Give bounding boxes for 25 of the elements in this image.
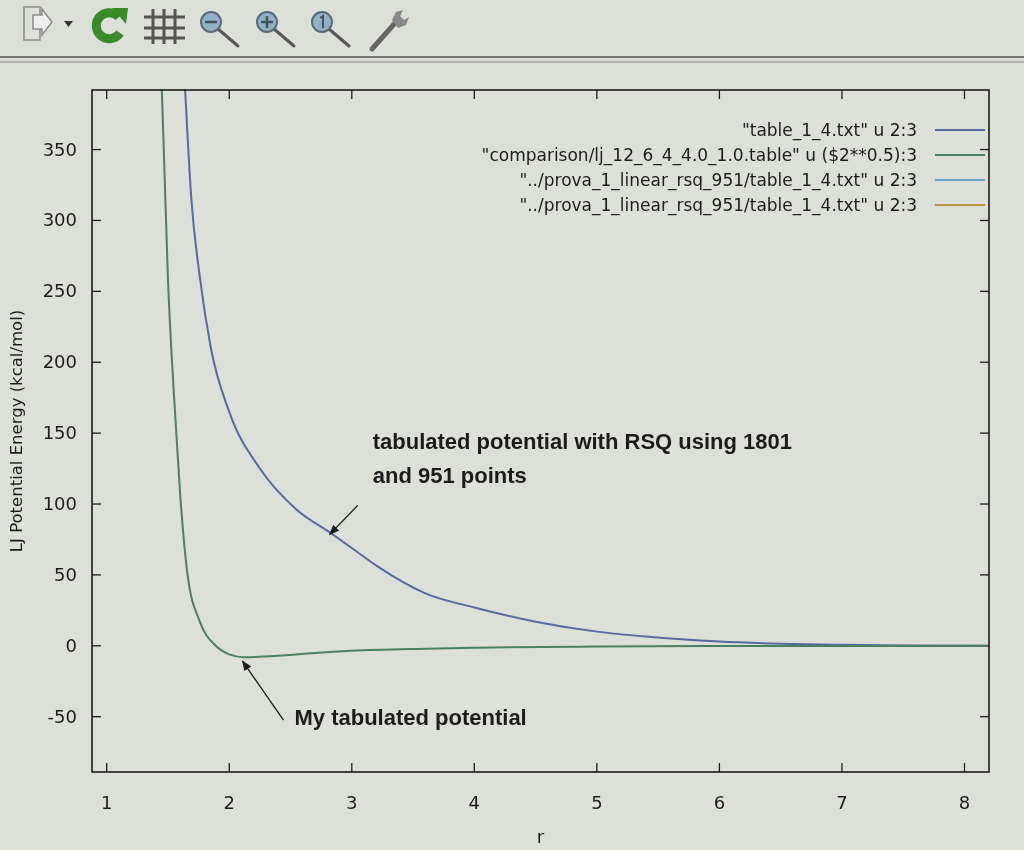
x-tick-label: 3	[346, 792, 358, 813]
x-tick-label: 7	[836, 792, 848, 813]
x-tick-label: 6	[713, 792, 726, 813]
y-tick-label: -50	[47, 705, 77, 727]
x-tick-label: 2	[223, 792, 235, 813]
y-tick-label: 350	[42, 138, 77, 160]
y-tick-label: 200	[42, 351, 77, 373]
y-tick-label: 150	[42, 422, 77, 444]
legend-label: "../prova_1_linear_rsq_951/table_1_4.txt" u 2:3	[519, 195, 917, 216]
y-tick-label: 250	[42, 280, 77, 302]
y-axis-title: LJ Potential Energy (kcal/mol)	[7, 309, 26, 553]
y-tick-label: 50	[54, 563, 77, 585]
x-tick-label: 4	[468, 792, 481, 813]
annotation: My tabulated potential	[294, 705, 527, 731]
x-axis-title: r	[536, 826, 545, 847]
legend-label: "comparison/lj_12_6_4_4.0_1.0.table" u ($2**0.5):3	[481, 145, 917, 166]
x-tick-label: 1	[100, 792, 113, 813]
y-tick-label: 100	[42, 493, 77, 515]
annotation: tabulated potential with RSQ using 1801 and 951 points	[372, 429, 793, 489]
y-tick-label: 300	[42, 209, 77, 231]
legend-label: "table_1_4.txt" u 2:3	[741, 120, 917, 141]
legend-label: "../prova_1_linear_rsq_951/table_1_4.txt" u 2:3	[519, 170, 917, 191]
y-tick-label: 0	[65, 634, 77, 656]
x-tick-label: 5	[591, 792, 603, 813]
x-tick-label: 8	[958, 792, 971, 813]
